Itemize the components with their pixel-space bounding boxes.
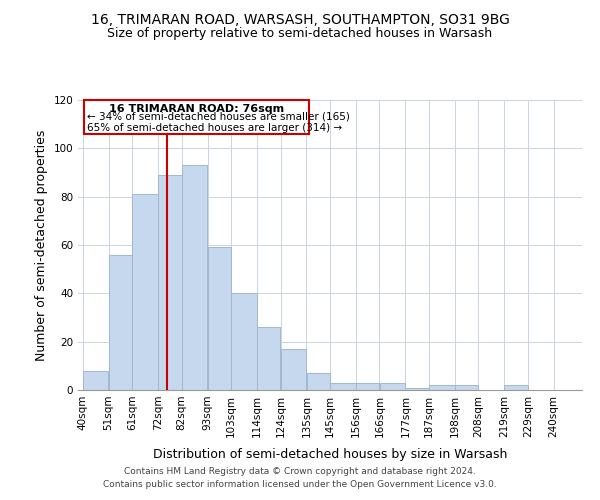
Text: 16, TRIMARAN ROAD, WARSASH, SOUTHAMPTON, SO31 9BG: 16, TRIMARAN ROAD, WARSASH, SOUTHAMPTON,… (91, 12, 509, 26)
Bar (307, 373, 330, 390)
Bar (257, 327, 280, 390)
Bar (208, 248, 231, 390)
Text: 16 TRIMARAN ROAD: 76sqm: 16 TRIMARAN ROAD: 76sqm (109, 104, 284, 114)
Bar (380, 383, 405, 390)
Bar (406, 388, 429, 390)
FancyBboxPatch shape (84, 100, 309, 134)
Bar (182, 166, 208, 390)
Bar (158, 175, 182, 390)
Bar (455, 385, 478, 390)
Bar (429, 385, 455, 390)
Bar (281, 349, 307, 390)
Bar (132, 194, 158, 390)
Bar (356, 383, 379, 390)
X-axis label: Distribution of semi-detached houses by size in Warsash: Distribution of semi-detached houses by … (153, 448, 507, 461)
Bar (231, 294, 257, 390)
Bar (505, 385, 528, 390)
Text: 65% of semi-detached houses are larger (314) →: 65% of semi-detached houses are larger (… (88, 123, 343, 133)
Bar (330, 383, 356, 390)
Bar (83, 370, 109, 390)
Y-axis label: Number of semi-detached properties: Number of semi-detached properties (35, 130, 48, 360)
Text: ← 34% of semi-detached houses are smaller (165): ← 34% of semi-detached houses are smalle… (88, 112, 350, 122)
Text: Contains HM Land Registry data © Crown copyright and database right 2024.
Contai: Contains HM Land Registry data © Crown c… (103, 468, 497, 489)
Bar (109, 254, 132, 390)
Text: Size of property relative to semi-detached houses in Warsash: Size of property relative to semi-detach… (107, 28, 493, 40)
